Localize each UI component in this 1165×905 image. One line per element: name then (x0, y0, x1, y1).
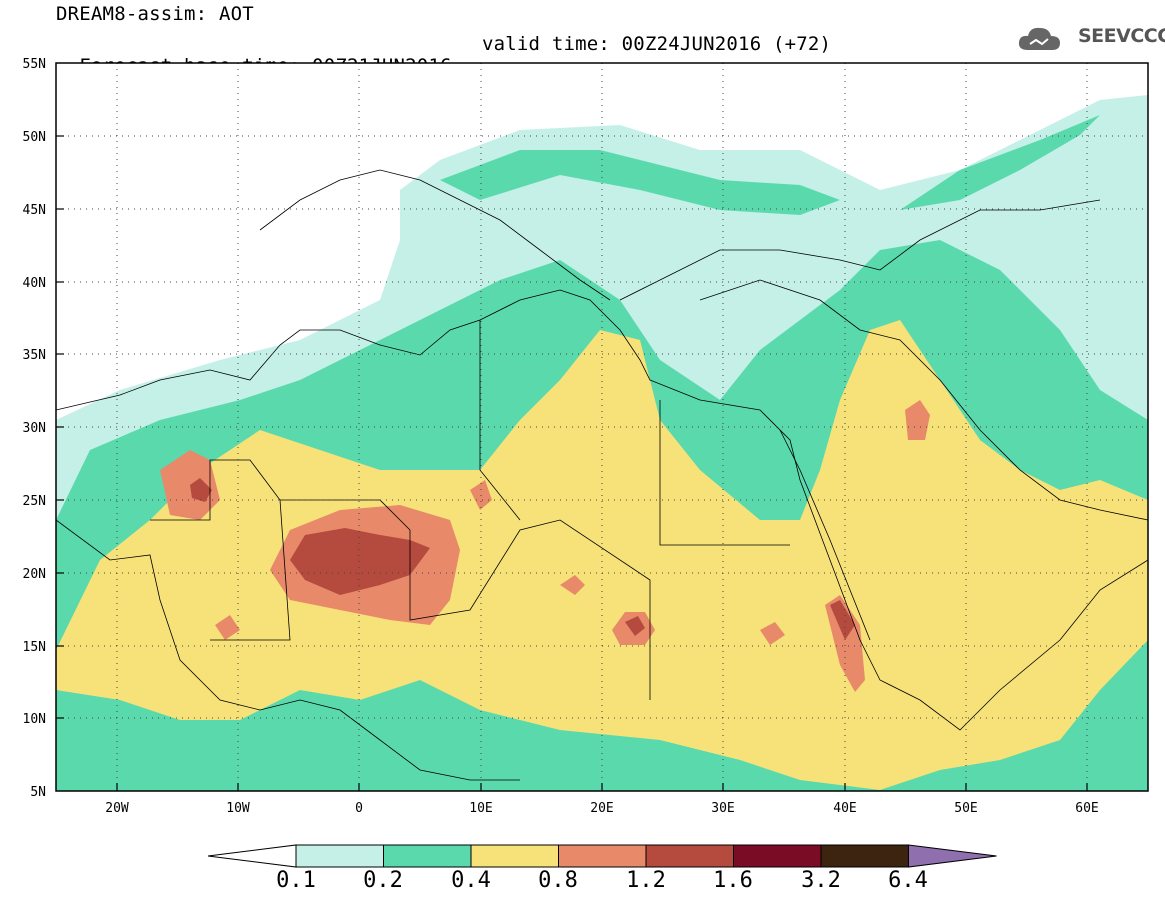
aot-contours (56, 63, 1148, 791)
lat-label: 5N (30, 785, 46, 800)
colorbar-lower-arrow (207, 844, 297, 868)
colorbar-segment (733, 844, 822, 868)
lon-label: 0 (355, 801, 363, 816)
lat-label: 10N (23, 712, 46, 727)
colorbar-label: 0.4 (451, 868, 491, 893)
aot-level-0-2-northeast (900, 115, 1100, 210)
lat-label: 50N (23, 130, 46, 145)
cloud-icon (1018, 27, 1060, 50)
valid-time: valid time: 00Z24JUN2016 (+72) (482, 33, 832, 55)
colorbar-segment (383, 844, 472, 868)
colorbar-label: 1.2 (626, 868, 666, 893)
lat-label: 35N (23, 348, 46, 363)
colorbar-label: 6.4 (888, 868, 928, 893)
aot-level-0-2-north (440, 150, 840, 215)
lat-lon-grid (56, 63, 1148, 791)
lat-label: 40N (23, 276, 46, 291)
colorbar-segment (645, 844, 734, 868)
colorbar-label: 0.2 (363, 868, 403, 893)
aot-level-0-8-red-sea (825, 595, 865, 692)
lon-labels: 20W 10W 0 10E 20E 30E 40E 50E 60E (105, 801, 1098, 816)
lat-label: 15N (23, 640, 46, 655)
logo-text: SEEVCCC (1078, 25, 1165, 47)
aot-level-1-2 (290, 528, 430, 595)
lon-label: 10E (469, 801, 492, 816)
lon-label: 10W (226, 801, 250, 816)
aot-level-1-2-west (190, 478, 212, 502)
lat-label: 30N (23, 421, 46, 436)
colorbar-label: 3.2 (801, 868, 841, 893)
colorbar-segment (295, 844, 384, 868)
lon-label: 40E (833, 801, 856, 816)
lon-label: 50E (954, 801, 977, 816)
axis-ticks (56, 135, 1088, 791)
colorbar-segment (470, 844, 559, 868)
coastlines (56, 169, 1148, 781)
aot-level-1-2-chad (625, 616, 645, 636)
aot-level-1-2-red-sea (830, 600, 855, 640)
map-title: DREAM8-assim: AOT (56, 3, 254, 25)
colorbar-segment (820, 844, 909, 868)
lon-label: 60E (1075, 801, 1098, 816)
aot-level-0-8-spot1 (560, 575, 585, 595)
colorbar-label: 0.1 (276, 868, 316, 893)
lat-label: 25N (23, 494, 46, 509)
aot-level-0-8-iraq (905, 400, 930, 440)
aot-level-0-8-spot4 (215, 615, 240, 640)
lon-label: 20E (590, 801, 613, 816)
colorbar-segment (558, 844, 647, 868)
lon-label: 30E (711, 801, 734, 816)
lat-label: 20N (23, 567, 46, 582)
colorbar (207, 844, 997, 868)
lon-label: 20W (105, 801, 129, 816)
colorbar-label: 0.8 (538, 868, 578, 893)
lat-label: 55N (23, 57, 46, 72)
lat-label: 45N (23, 203, 46, 218)
lat-labels: 55N 50N 45N 40N 35N 30N 25N 20N 15N 10N … (23, 57, 46, 800)
colorbar-upper-arrow (908, 844, 997, 868)
aot-level-0-8-spot2 (760, 622, 785, 645)
colorbar-label: 1.6 (713, 868, 753, 893)
